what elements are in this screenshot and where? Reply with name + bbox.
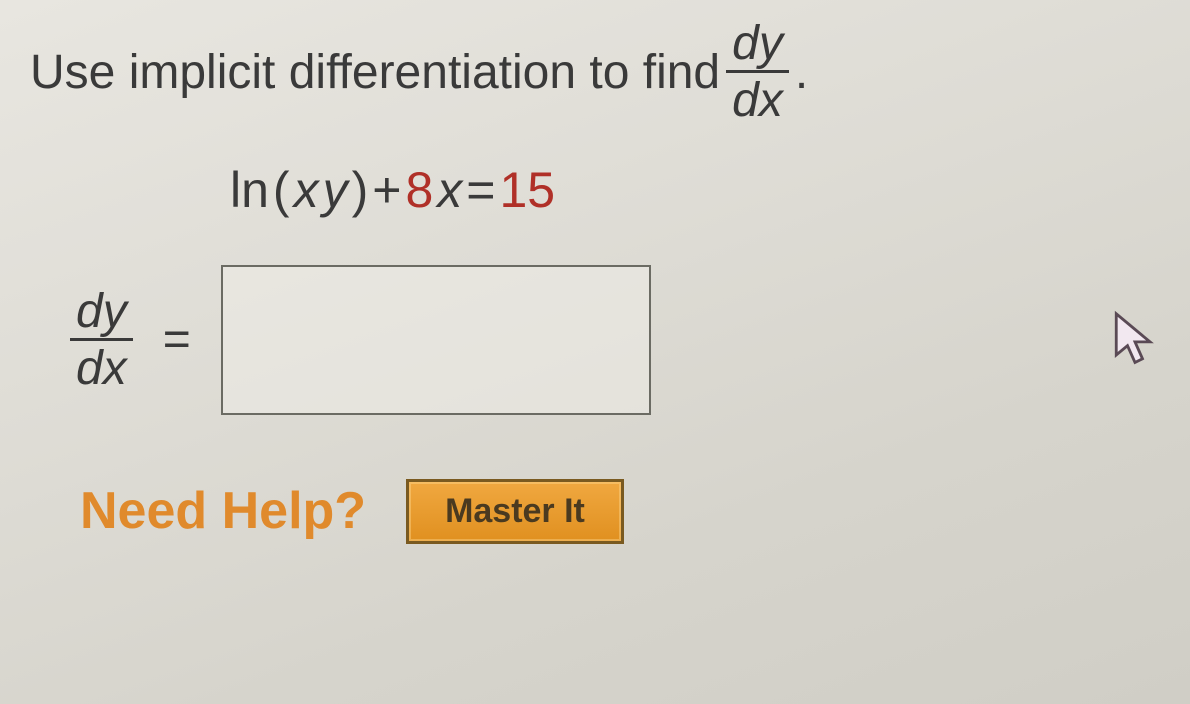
prompt-text: Use implicit differentiation to find [30, 39, 720, 106]
fraction-numerator: dy [726, 20, 789, 73]
equation-coefficient: 8 [405, 155, 433, 225]
question-area: Use implicit differentiation to find dy … [30, 20, 1160, 548]
answer-equals: = [163, 306, 191, 373]
equation-plus: + [372, 155, 401, 225]
answer-fraction-numerator: dy [70, 288, 133, 341]
equation-rhs: 15 [499, 155, 555, 225]
master-it-button[interactable]: Master It [406, 479, 624, 544]
dy-dx-fraction: dy dx [726, 20, 789, 125]
equation-func: ln [230, 155, 269, 225]
answer-input[interactable] [221, 265, 651, 415]
equation-paren-close: ) [352, 155, 369, 225]
answer-fraction-denominator: dx [70, 341, 133, 393]
equation-var-y: y [323, 155, 348, 225]
cursor-icon [1110, 310, 1160, 370]
equation-paren-open: ( [273, 155, 290, 225]
fraction-denominator: dx [726, 73, 789, 125]
equation-var-x: x [294, 155, 319, 225]
answer-fraction: dy dx [70, 288, 133, 393]
equation: ln(xy) + 8x = 15 [230, 155, 1160, 225]
help-row: Need Help? Master It [80, 475, 1160, 548]
answer-line: dy dx = [70, 265, 1160, 415]
prompt-period: . [795, 39, 808, 106]
equation-term-var: x [437, 155, 462, 225]
need-help-label: Need Help? [80, 475, 366, 548]
prompt-line: Use implicit differentiation to find dy … [30, 20, 1160, 125]
equation-equals: = [466, 155, 495, 225]
